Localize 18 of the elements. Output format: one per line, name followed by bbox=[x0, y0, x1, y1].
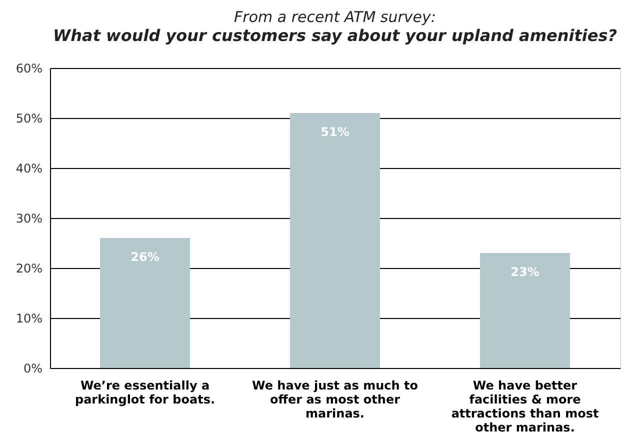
chart-subtitle: What would your customers say about your upland amenities? bbox=[52, 26, 618, 45]
y-tick-label: 60% bbox=[16, 62, 42, 76]
y-tick-label: 20% bbox=[16, 262, 42, 276]
y-tick-label: 0% bbox=[23, 362, 42, 376]
x-tick-label: We have better facilities & more attractions than most other marinas. bbox=[451, 378, 599, 434]
chart-title: From a recent ATM survey: bbox=[234, 8, 436, 26]
data-label: 23% bbox=[510, 265, 540, 279]
x-tick-label: We have just as much to offer as most other marinas. bbox=[252, 378, 418, 420]
y-tick-label: 50% bbox=[16, 112, 42, 126]
y-tick-label: 30% bbox=[16, 212, 42, 226]
x-tick-label: We’re essentially a parkinglot for boats. bbox=[74, 378, 216, 406]
y-tick-label: 10% bbox=[16, 312, 42, 326]
y-tick-label: 40% bbox=[16, 162, 42, 176]
bar bbox=[290, 113, 380, 368]
bar bbox=[480, 253, 570, 368]
data-label: 26% bbox=[130, 250, 160, 264]
bar bbox=[100, 238, 190, 368]
data-label: 51% bbox=[320, 125, 350, 139]
